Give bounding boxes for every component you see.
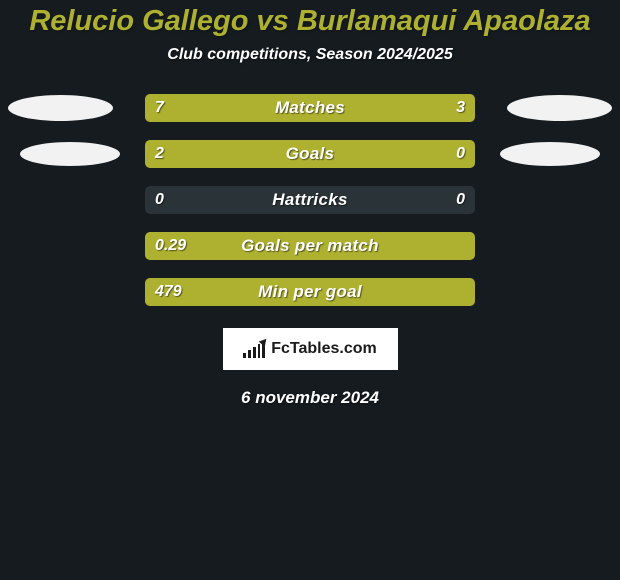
metric-bar: 73Matches xyxy=(145,94,475,122)
metric-label: Hattricks xyxy=(145,186,475,214)
metric-bar: 20Goals xyxy=(145,140,475,168)
metric-row: 00Hattricks xyxy=(0,186,620,214)
metric-row: 20Goals xyxy=(0,140,620,168)
metric-bar: 00Hattricks xyxy=(145,186,475,214)
player-marker-left xyxy=(20,142,120,166)
right-pill-slot xyxy=(475,95,620,121)
logo-icon-bar xyxy=(258,344,261,358)
metric-label: Matches xyxy=(145,94,475,122)
metric-label: Goals xyxy=(145,140,475,168)
metric-bar: 479Min per goal xyxy=(145,278,475,306)
metric-label: Min per goal xyxy=(145,278,475,306)
player-marker-right xyxy=(507,95,612,121)
date-text: 6 november 2024 xyxy=(0,388,620,408)
metric-label: Goals per match xyxy=(145,232,475,260)
logo-box: FcTables.com xyxy=(223,328,398,370)
metric-row: 0.29Goals per match xyxy=(0,232,620,260)
page-subtitle: Club competitions, Season 2024/2025 xyxy=(0,46,620,64)
metric-row: 479Min per goal xyxy=(0,278,620,306)
logo-icon-bar xyxy=(253,347,256,358)
metric-bar: 0.29Goals per match xyxy=(145,232,475,260)
comparison-infographic: Relucio Gallego vs Burlamaqui Apaolaza C… xyxy=(0,0,620,580)
logo-icon-arrow xyxy=(259,337,270,348)
player-marker-left xyxy=(8,95,113,121)
metric-rows-container: 73Matches 20Goals 00Hattricks 0.29Goals per… xyxy=(0,94,620,306)
right-pill-slot xyxy=(475,142,620,166)
bar-chart-icon xyxy=(243,340,265,358)
logo-text: FcTables.com xyxy=(271,340,377,358)
logo-icon-bar xyxy=(248,350,251,358)
logo-icon-bar xyxy=(243,353,246,358)
page-title: Relucio Gallego vs Burlamaqui Apaolaza xyxy=(0,0,620,36)
left-pill-slot xyxy=(0,95,145,121)
player-marker-right xyxy=(500,142,600,166)
left-pill-slot xyxy=(0,142,145,166)
metric-row: 73Matches xyxy=(0,94,620,122)
